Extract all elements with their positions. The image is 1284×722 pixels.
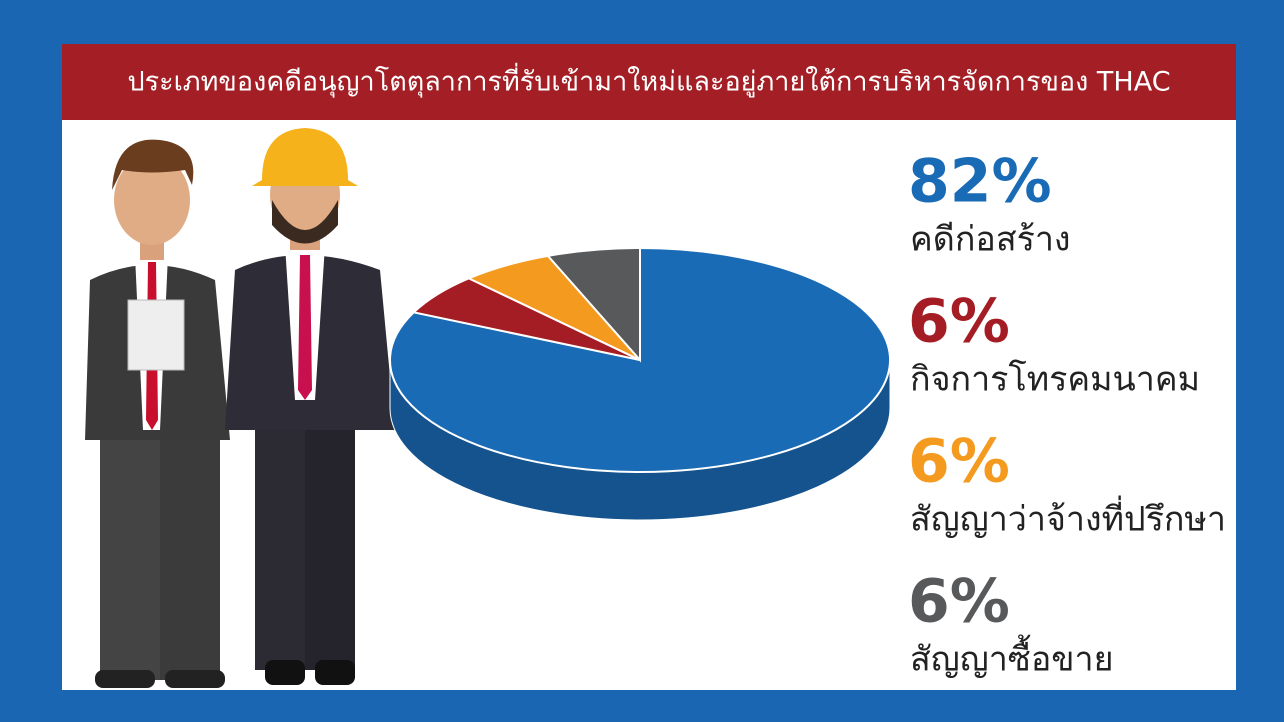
- illustration: [85, 128, 395, 688]
- title-bar: [62, 44, 1236, 120]
- legend-value: 82%: [908, 147, 1052, 217]
- legend-value: 6%: [908, 427, 1010, 497]
- legend: 82%คดีก่อสร้าง6%กิจการโทรคมนาคม6%สัญญาว่…: [908, 147, 1226, 680]
- chart-title: ประเภทของคดีอนุญาโตตุลาการที่รับเข้ามาให…: [127, 63, 1170, 99]
- slice: [546, 246, 641, 363]
- legend-value: 6%: [908, 567, 1010, 637]
- legend-label: สัญญาซื้อขาย: [910, 635, 1114, 680]
- legend-label: คดีก่อสร้าง: [910, 220, 1071, 260]
- pie: [389, 246, 891, 521]
- legend-label: กิจการโทรคมนาคม: [910, 360, 1200, 400]
- legend-value: 6%: [908, 287, 1010, 357]
- legend-label: สัญญาว่าจ้างที่ปรึกษา: [910, 496, 1226, 540]
